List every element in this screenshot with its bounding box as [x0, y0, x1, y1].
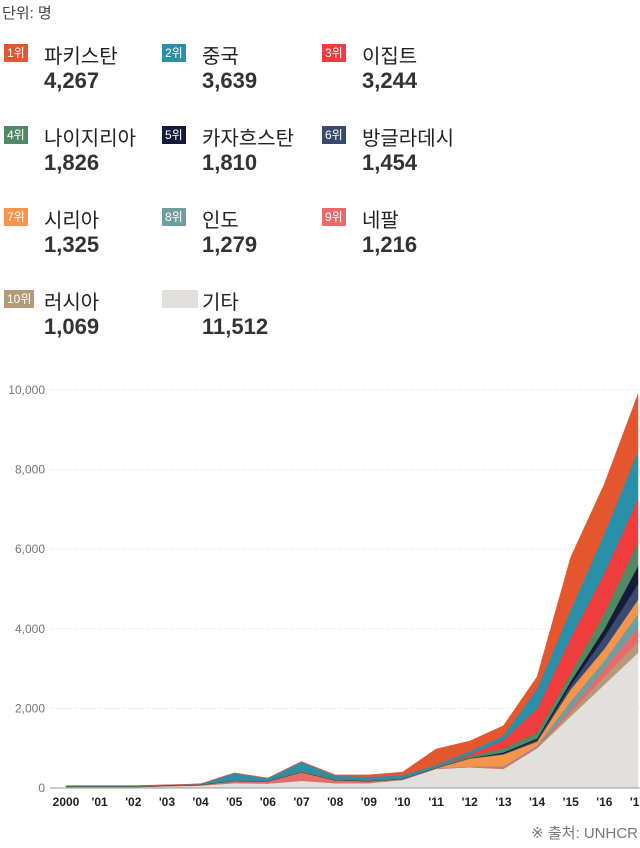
legend-country-name: 중국: [202, 46, 239, 68]
x-tick-label: '16: [596, 795, 613, 809]
x-tick-label: 2000: [53, 795, 80, 809]
x-tick-label: '03: [159, 795, 176, 809]
legend-country-name: 카자흐스탄: [202, 128, 294, 150]
legend-swatch: [162, 290, 198, 308]
y-tick-label: 10,000: [8, 383, 45, 397]
legend-country-name: 러시아: [44, 292, 100, 314]
legend-rank-badge: 10위: [4, 290, 35, 308]
legend-country-name: 방글라데시: [362, 128, 454, 150]
y-tick-label: 8,000: [15, 463, 45, 477]
x-tick-label: '17: [630, 795, 640, 809]
legend-country-name: 나이지리아: [44, 128, 136, 150]
area-series: [66, 598, 639, 787]
x-tick-label: '09: [361, 795, 378, 809]
x-tick-label: '04: [192, 795, 209, 809]
legend-country-name: 이집트: [362, 46, 418, 68]
unit-label: 단위: 명: [2, 5, 52, 22]
source-note: ※ 출처: UNHCR: [531, 825, 638, 842]
x-tick-label: '08: [327, 795, 344, 809]
x-tick-label: '06: [260, 795, 277, 809]
legend-country-name: 파키스탄: [44, 46, 118, 68]
legend-value: 11,512: [202, 314, 269, 339]
area-series: [65, 626, 639, 788]
x-tick-label: '13: [495, 795, 512, 809]
x-tick-label: '07: [293, 795, 310, 809]
x-tick-label: '02: [125, 795, 142, 809]
legend-rank-badge: 1위: [4, 44, 28, 62]
x-tick-label: '14: [529, 795, 546, 809]
legend-rank-badge: 5위: [162, 126, 186, 144]
area-series: [65, 393, 639, 787]
legend-value: 3,639: [202, 68, 258, 93]
area-series: [65, 652, 639, 789]
legend-value: 3,244: [362, 68, 418, 93]
y-tick-label: 0: [38, 781, 45, 795]
legend-rank-badge: 9위: [322, 208, 346, 226]
legend-rank-badge: 4위: [4, 126, 28, 144]
legend-rank-badge: 3위: [322, 44, 346, 62]
x-tick-label: '05: [226, 795, 243, 809]
legend-rank-badge: 2위: [162, 44, 186, 62]
legend-value: 1,279: [202, 232, 258, 257]
legend-country-name: 기타: [202, 292, 239, 314]
legend-value: 1,810: [202, 150, 258, 175]
legend-value: 1,454: [362, 150, 418, 175]
x-tick-label: '10: [394, 795, 411, 809]
y-tick-label: 4,000: [15, 622, 45, 636]
x-tick-label: '01: [92, 795, 109, 809]
area-series: [65, 541, 639, 787]
legend-rank-badge: 6위: [322, 126, 346, 144]
legend-country-name: 시리아: [44, 210, 100, 232]
y-tick-label: 2,000: [15, 701, 45, 715]
area-series: [65, 640, 639, 788]
legend-rank-badge: 8위: [162, 208, 186, 226]
legend-value: 4,267: [44, 68, 100, 93]
x-tick-label: '15: [563, 795, 580, 809]
legend-value: 1,826: [44, 150, 100, 175]
x-tick-label: '12: [462, 795, 479, 809]
legend-country-name: 네팔: [362, 210, 399, 232]
legend-value: 1,216: [362, 232, 418, 257]
area-series: [65, 612, 639, 788]
legend-rank-badge: 7위: [4, 208, 28, 226]
area-series: [65, 582, 639, 787]
y-tick-label: 6,000: [15, 542, 45, 556]
legend-value: 1,325: [44, 232, 100, 257]
legend-country-name: 인도: [202, 210, 239, 232]
legend-value: 1,069: [44, 314, 100, 339]
area-series: [65, 565, 639, 787]
x-tick-label: '11: [428, 795, 444, 809]
area-series: [65, 450, 639, 787]
area-series: [66, 498, 639, 787]
